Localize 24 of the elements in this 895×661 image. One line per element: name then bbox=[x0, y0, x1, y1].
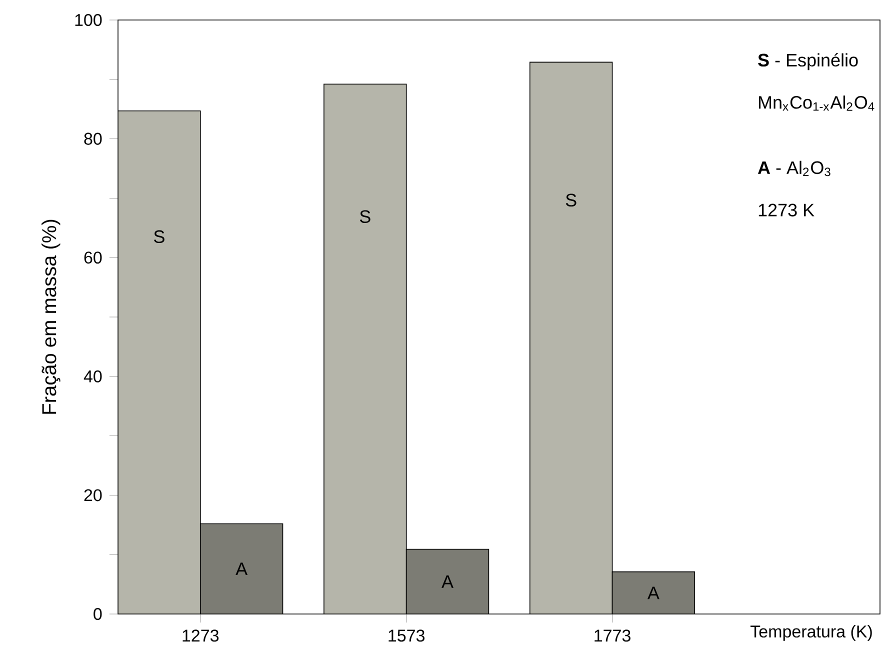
text: S bbox=[360, 210, 370, 223]
bar bbox=[529, 62, 613, 614]
x-tick-label: 1773 bbox=[594, 630, 630, 642]
y-tick-label: 40 bbox=[84, 370, 102, 382]
x-axis-title: Temperatura (K) bbox=[750, 625, 872, 641]
annotation: Mn$_{x}$Co$_{1-x}$Al$_{2}$O$_{4}$ bbox=[759, 96, 874, 111]
annotation: 1273 K bbox=[758, 204, 814, 216]
annotation: A - Al$_{2}$O$_{3}$ bbox=[758, 160, 830, 176]
text: A bbox=[236, 562, 248, 576]
y-tick-label: 60 bbox=[84, 252, 102, 264]
x-tick-label: 1273 bbox=[182, 630, 219, 642]
y-axis-title: Fração em massa (%) bbox=[42, 220, 60, 414]
bar bbox=[324, 84, 407, 614]
text: A bbox=[442, 575, 454, 588]
annotation: S - Espinélio bbox=[758, 53, 858, 70]
text: S bbox=[154, 230, 164, 244]
series-label: S bbox=[566, 194, 576, 207]
y-tick-label: 80 bbox=[84, 132, 102, 145]
x-tick-label: 1573 bbox=[388, 630, 424, 642]
y-tick-label: 20 bbox=[84, 489, 102, 502]
y-tick-label: 0 bbox=[94, 608, 102, 620]
bar bbox=[118, 110, 201, 614]
series-label: A bbox=[647, 586, 660, 600]
y-tick-label: 100 bbox=[75, 14, 102, 26]
